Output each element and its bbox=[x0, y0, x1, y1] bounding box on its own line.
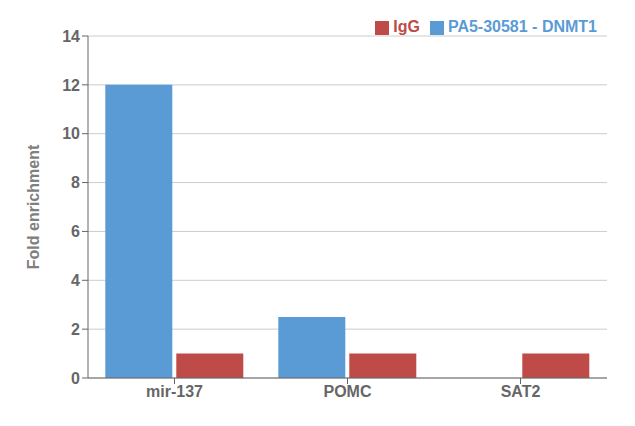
svg-text:0: 0 bbox=[71, 370, 80, 387]
html-text:PA5-30581 - DNMT1: PA5-30581 - DNMT1 bbox=[447, 18, 597, 35]
svg-text:POMC: POMC bbox=[324, 383, 372, 400]
svg-text:4: 4 bbox=[71, 272, 80, 289]
svg-text:10: 10 bbox=[62, 125, 80, 142]
svg-text:8: 8 bbox=[71, 174, 80, 191]
svg-text:14: 14 bbox=[62, 28, 80, 45]
svg-text:2: 2 bbox=[71, 321, 80, 338]
svg-text:SAT2: SAT2 bbox=[501, 383, 541, 400]
svg-text:Fold enrichment: Fold enrichment bbox=[25, 144, 42, 269]
svg-text:mir-137: mir-137 bbox=[146, 383, 203, 400]
html-text:IgG: IgG bbox=[393, 18, 420, 35]
svg-text:6: 6 bbox=[71, 223, 80, 240]
svg-text:12: 12 bbox=[62, 77, 80, 94]
